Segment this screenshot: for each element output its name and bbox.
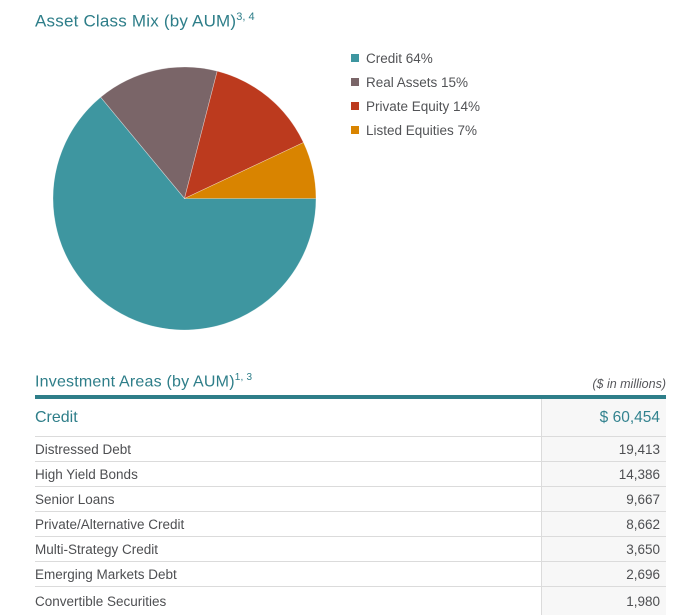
legend-swatch-icon xyxy=(351,78,359,86)
table-row: Multi-Strategy Credit 3,650 xyxy=(35,537,666,562)
row-value: 19,413 xyxy=(541,437,666,461)
row-value: 9,667 xyxy=(541,487,666,511)
row-label: Convertible Securities xyxy=(35,593,167,609)
asset-mix-title-text: Asset Class Mix (by AUM) xyxy=(35,11,237,31)
units-note: ($ in millions) xyxy=(592,377,666,391)
group-row-label: Credit xyxy=(35,408,78,426)
investment-areas-title-footnote: 1, 3 xyxy=(234,371,253,383)
pie-slice-credit xyxy=(52,96,317,331)
row-value: 1,980 xyxy=(541,587,666,615)
table-body: Distressed Debt 19,413 High Yield Bonds 14,… xyxy=(35,437,666,615)
table-row: Private/Alternative Credit 8,662 xyxy=(35,512,666,537)
table-row: Senior Loans 9,667 xyxy=(35,487,666,512)
header-rule xyxy=(35,395,666,399)
legend-label: Private Equity 14% xyxy=(366,98,481,114)
row-label: Emerging Markets Debt xyxy=(35,566,177,582)
table-header: Investment Areas (by AUM)1, 3 ($ in mill… xyxy=(35,368,666,395)
table-group-row-credit: Credit $ 60,454 xyxy=(35,399,666,437)
row-value: 2,696 xyxy=(541,562,666,586)
row-label: Private/Alternative Credit xyxy=(35,516,185,532)
group-row-value: $ 60,454 xyxy=(541,399,666,436)
table-row: Convertible Securities 1,980 xyxy=(35,587,666,615)
row-label: High Yield Bonds xyxy=(35,466,138,482)
legend-item-private-equity: Private Equity 14% xyxy=(351,94,480,118)
table-row: Emerging Markets Debt 2,696 xyxy=(35,562,666,587)
pie-chart xyxy=(52,66,317,331)
legend-item-credit: Credit 64% xyxy=(351,46,480,70)
legend-item-listed-equities: Listed Equities 7% xyxy=(351,118,480,142)
investment-areas-table: Investment Areas (by AUM)1, 3 ($ in mill… xyxy=(35,368,666,615)
row-label: Multi-Strategy Credit xyxy=(35,541,159,557)
row-value: 8,662 xyxy=(541,512,666,536)
legend-item-real-assets: Real Assets 15% xyxy=(351,70,480,94)
legend-swatch-icon xyxy=(351,54,359,62)
asset-mix-title-footnote: 3, 4 xyxy=(236,11,255,23)
legend-label: Credit 64% xyxy=(366,50,433,66)
pie-legend: Credit 64% Real Assets 15% Private Equity … xyxy=(351,46,480,142)
legend-label: Listed Equities 7% xyxy=(366,122,478,138)
pie-slice-private-equity xyxy=(184,70,304,200)
investment-areas-title-text: Investment Areas (by AUM) xyxy=(35,373,235,390)
table-row: Distressed Debt 19,413 xyxy=(35,437,666,462)
asset-mix-title: Asset Class Mix (by AUM)3, 4 xyxy=(35,11,255,32)
pie-slice-listed-equities xyxy=(184,142,317,199)
table-row: High Yield Bonds 14,386 xyxy=(35,462,666,487)
legend-label: Real Assets 15% xyxy=(366,74,469,90)
legend-swatch-icon xyxy=(351,126,359,134)
investment-areas-title: Investment Areas (by AUM)1, 3 xyxy=(35,372,252,391)
row-label: Senior Loans xyxy=(35,491,115,507)
legend-swatch-icon xyxy=(351,102,359,110)
row-value: 14,386 xyxy=(541,462,666,486)
pie-slice-real-assets xyxy=(100,66,218,200)
row-label: Distressed Debt xyxy=(35,441,132,457)
row-value: 3,650 xyxy=(541,537,666,561)
